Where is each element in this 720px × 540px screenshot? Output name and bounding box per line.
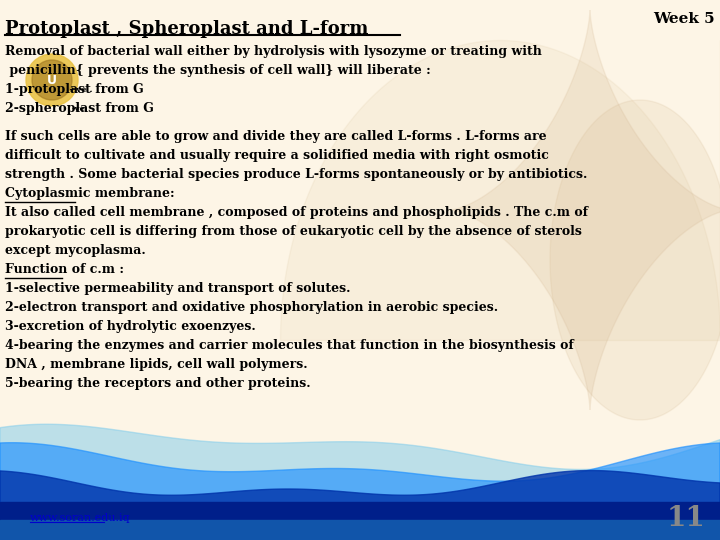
Text: 1-protoplast from G: 1-protoplast from G bbox=[5, 83, 144, 96]
Bar bbox=[0, 520, 720, 540]
Circle shape bbox=[32, 60, 72, 100]
Polygon shape bbox=[450, 10, 720, 410]
Text: 4-bearing the enzymes and carrier molecules that function in the biosynthesis of: 4-bearing the enzymes and carrier molecu… bbox=[5, 339, 574, 352]
Text: Protoplast , Spheroplast and L-form: Protoplast , Spheroplast and L-form bbox=[5, 20, 369, 38]
Text: 11: 11 bbox=[666, 504, 705, 531]
Text: DNA , membrane lipids, cell wall polymers.: DNA , membrane lipids, cell wall polymer… bbox=[5, 357, 307, 370]
Text: www.soran.edu.iq: www.soran.edu.iq bbox=[30, 513, 130, 523]
Text: difficult to cultivate and usually require a solidified media with right osmotic: difficult to cultivate and usually requi… bbox=[5, 148, 549, 161]
Text: 1-selective permeability and transport of solutes.: 1-selective permeability and transport o… bbox=[5, 281, 351, 294]
Text: -ve: -ve bbox=[72, 105, 86, 113]
Text: 2-electron transport and oxidative phosphorylation in aerobic species.: 2-electron transport and oxidative phosp… bbox=[5, 301, 498, 314]
Text: U: U bbox=[47, 73, 57, 86]
Text: Cytoplasmic membrane:: Cytoplasmic membrane: bbox=[5, 186, 175, 200]
Text: Function of c.m :: Function of c.m : bbox=[5, 262, 124, 275]
Text: 2-spheroplast from G: 2-spheroplast from G bbox=[5, 102, 154, 115]
Text: penicillin{ prevents the synthesis of cell wall} will liberate :: penicillin{ prevents the synthesis of ce… bbox=[5, 64, 431, 77]
Text: Removal of bacterial wall either by hydrolysis with lysozyme or treating with: Removal of bacterial wall either by hydr… bbox=[5, 45, 542, 58]
Text: Week 5: Week 5 bbox=[653, 12, 715, 26]
Text: except mycoplasma.: except mycoplasma. bbox=[5, 244, 145, 256]
Text: 5-bearing the receptors and other proteins.: 5-bearing the receptors and other protei… bbox=[5, 376, 310, 389]
Polygon shape bbox=[0, 470, 720, 540]
Text: 3-excretion of hydrolytic exoenzyes.: 3-excretion of hydrolytic exoenzyes. bbox=[5, 320, 256, 333]
Polygon shape bbox=[0, 424, 720, 540]
Text: If such cells are able to grow and divide they are called L-forms . L-forms are: If such cells are able to grow and divid… bbox=[5, 130, 546, 143]
Text: strength . Some bacterial species produce L-forms spontaneously or by antibiotic: strength . Some bacterial species produc… bbox=[5, 167, 588, 180]
Polygon shape bbox=[550, 100, 720, 420]
Circle shape bbox=[26, 54, 78, 106]
Text: +ve .: +ve . bbox=[68, 86, 92, 94]
Bar bbox=[0, 502, 720, 540]
Text: prokaryotic cell is differing from those of eukaryotic cell by the absence of st: prokaryotic cell is differing from those… bbox=[5, 225, 582, 238]
Polygon shape bbox=[0, 443, 720, 540]
Text: It also called cell membrane , composed of proteins and phospholipids . The c.m : It also called cell membrane , composed … bbox=[5, 206, 588, 219]
